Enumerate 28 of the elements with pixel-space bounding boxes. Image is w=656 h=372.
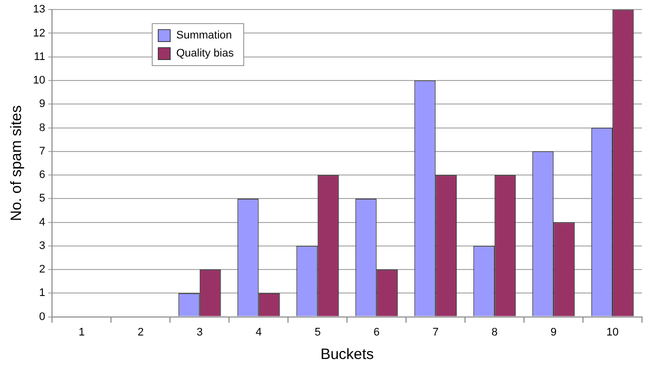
y-tick-label: 11 — [34, 50, 46, 63]
y-tick-label: 9 — [39, 98, 46, 110]
x-tick-label: 10 — [606, 326, 619, 338]
x-tick-label: 1 — [78, 326, 85, 338]
x-tick-label: 6 — [374, 326, 380, 338]
y-tick-label: 0 — [39, 310, 46, 323]
y-axis-title: No. of spam sites — [8, 105, 26, 222]
x-tick-label: 7 — [432, 326, 439, 338]
y-tick-label: 4 — [39, 216, 46, 228]
x-tick-label: 8 — [491, 326, 498, 338]
y-tick-label: 13 — [32, 4, 46, 16]
y-tick-label: 2 — [39, 264, 46, 276]
y-tick-label: 7 — [39, 145, 46, 158]
legend-label: Summation — [176, 30, 232, 42]
y-tick-label: 8 — [39, 122, 46, 134]
y-tick-label: 3 — [39, 240, 46, 252]
y-tick-label: 6 — [39, 169, 46, 182]
y-tick-label: 10 — [32, 74, 46, 87]
y-tick-label: 1 — [39, 287, 46, 300]
y-tick-label: 5 — [39, 192, 46, 205]
x-axis-title: Buckets — [320, 346, 374, 364]
y-tick-label: 12 — [32, 27, 46, 40]
x-tick-label: 2 — [138, 326, 144, 338]
x-tick-label: 5 — [314, 326, 321, 338]
legend-label: Quality bias — [176, 48, 234, 60]
x-tick-label: 4 — [256, 326, 262, 338]
x-tick-label: 9 — [550, 326, 557, 338]
x-tick-label: 3 — [196, 326, 203, 338]
